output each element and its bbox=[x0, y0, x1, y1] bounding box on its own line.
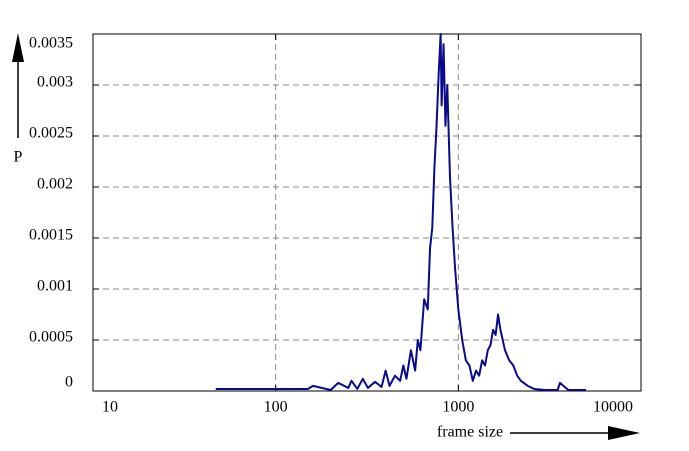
data-line bbox=[215, 33, 587, 391]
x-tick-label: 10 bbox=[102, 399, 118, 416]
y-tick-label: 0.0035 bbox=[29, 35, 73, 52]
y-axis-label: P bbox=[14, 149, 23, 166]
x-tick-label: 100 bbox=[264, 399, 288, 416]
y-tick-label: 0.002 bbox=[37, 176, 73, 193]
x-tick-label: 10000 bbox=[593, 399, 633, 416]
y-arrow-head bbox=[12, 33, 24, 62]
y-tick-label: 0.0005 bbox=[29, 329, 73, 346]
x-axis-label: frame size bbox=[437, 424, 503, 441]
y-tick-label: 0.0025 bbox=[29, 125, 73, 142]
y-tick-label: 0.003 bbox=[37, 74, 73, 91]
plot-frame bbox=[92, 33, 642, 392]
y-tick-label: 0 bbox=[65, 374, 73, 391]
x-arrow-head bbox=[608, 426, 640, 440]
x-tick-label: 1000 bbox=[442, 399, 474, 416]
y-tick-label: 0.0015 bbox=[29, 227, 73, 244]
y-tick-label: 0.001 bbox=[37, 278, 73, 295]
